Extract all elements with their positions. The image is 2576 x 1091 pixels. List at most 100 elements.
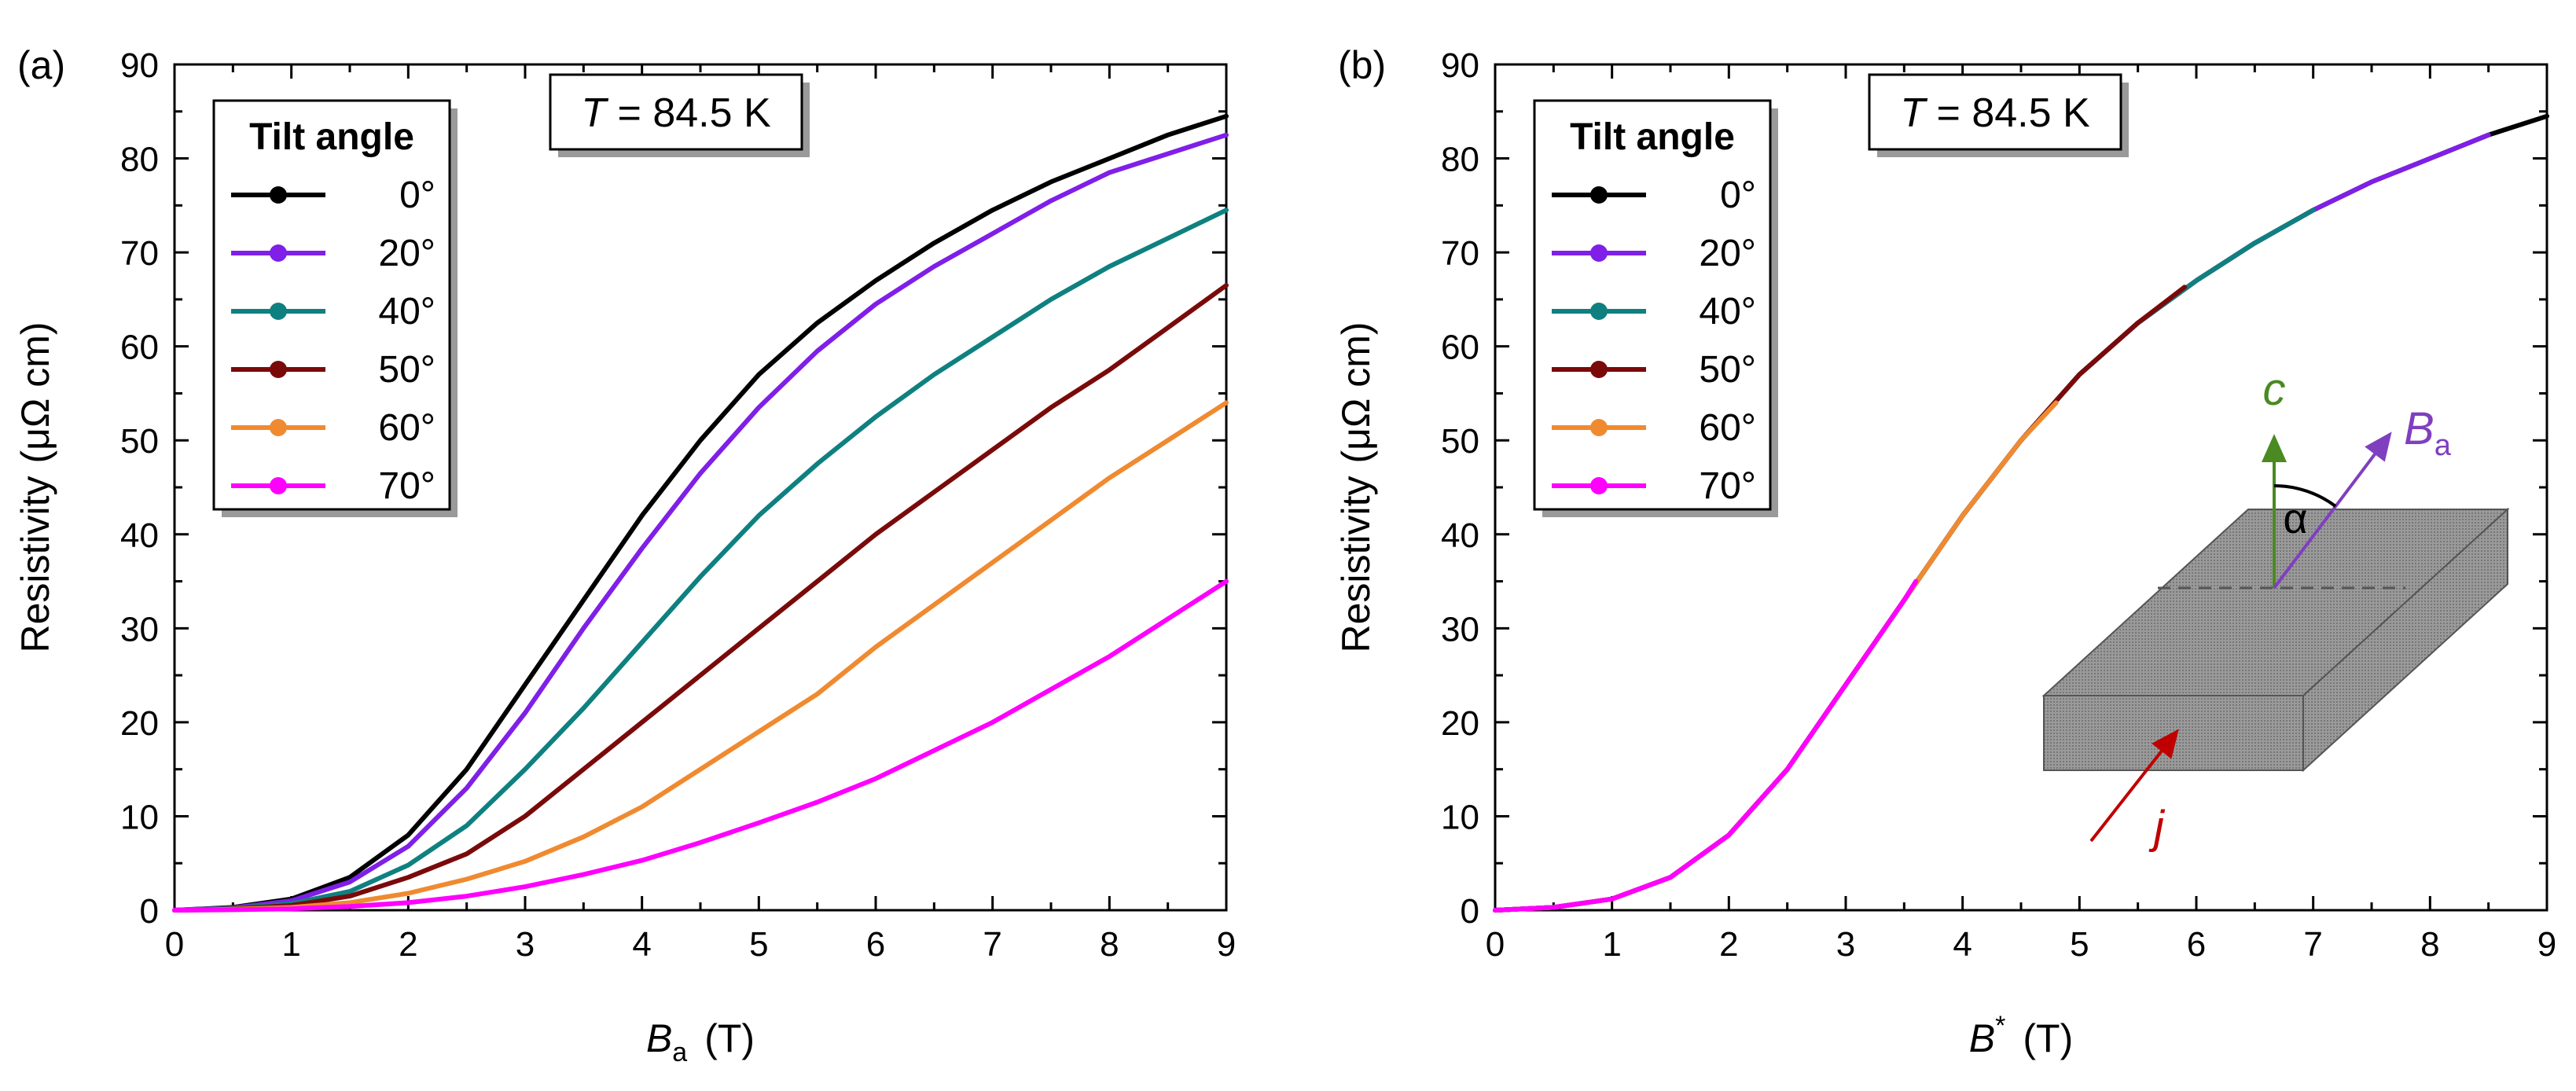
y-tick-label: 90 [120,46,159,85]
legend-marker-3 [1590,361,1608,378]
x-tick-label: 4 [1953,925,1972,964]
y-tick-label: 20 [1441,704,1479,743]
legend-label-3: 50° [378,349,435,391]
field-symbol: B [2404,403,2435,454]
series-line-1 [172,132,1229,913]
x-axis-label: Ba (T) [646,1016,755,1067]
y-tick-label: 40 [120,516,159,555]
series-line-2 [172,208,1229,913]
y-tick-label: 30 [1441,610,1479,648]
temperature-symbol: T [1900,90,1927,136]
legend-label-2: 40° [378,291,435,332]
x-tick-label: 4 [632,925,651,964]
geometry-inset: c Ba α j [2041,364,2510,853]
y-tick-label: 70 [1441,234,1479,273]
legend-marker-5 [270,477,287,494]
legend-title: Tilt angle [1570,116,1735,158]
legend-marker-4 [1590,419,1608,436]
y-tick-label: 80 [120,141,159,179]
x-tick-label: 0 [165,925,184,964]
y-axis-label: Resistivity (μΩ cm) [1334,321,1378,652]
field-subscript: a [2435,429,2452,462]
x-tick-label: 7 [2303,925,2322,964]
x-tick-label: 1 [281,925,300,964]
x-tick-label: 3 [516,925,535,964]
x-axis-subscript: a [672,1038,687,1067]
legend-title: Tilt angle [249,116,414,158]
legend-marker-3 [270,361,287,378]
y-axis-unit: (μΩ cm) [13,321,57,463]
x-axis-superscript: * [1995,1011,2005,1041]
legend-label-0: 0° [399,174,435,216]
field-label: Ba [2404,403,2452,462]
temperature-value: = 84.5 K [1925,90,2090,136]
x-tick-label: 8 [1100,925,1119,964]
field-arrow [2273,432,2392,590]
temperature-value: = 84.5 K [606,90,771,136]
x-axis-unit: (T) [2023,1016,2073,1060]
x-tick-label: 9 [2537,925,2556,964]
y-tick-label: 10 [120,798,159,836]
y-tick-label: 0 [1461,892,1479,931]
legend-marker-0 [270,186,287,204]
x-tick-label: 6 [2187,925,2206,964]
x-tick-label: 0 [1486,925,1505,964]
y-axis-unit: (μΩ cm) [1334,321,1378,463]
x-axis-label: B* (T) [1969,1011,2073,1060]
temperature-annotation: T = 84.5 K [581,90,771,136]
legend-box [212,99,451,511]
x-tick-label: 3 [1836,925,1855,964]
y-tick-label: 60 [1441,329,1479,367]
panel-label: (a) [17,43,65,87]
y-tick-label: 70 [120,234,159,273]
x-tick-label: 5 [2070,925,2089,964]
legend-label-0: 0° [1720,174,1756,216]
alpha-arc [2273,484,2337,508]
x-tick-label: 6 [866,925,885,964]
series-line-5 [172,579,1229,913]
temperature-box [549,73,803,151]
x-axis-symbol: B [646,1016,672,1060]
current-label: j [2148,802,2166,853]
legend-box [1533,99,1772,511]
y-axis-label: Resistivity (μΩ cm) [13,321,57,652]
legend-label-4: 60° [1699,407,1756,449]
x-axis-unit: (T) [704,1016,755,1060]
series-line-5 [1493,579,1919,913]
y-tick-label: 40 [1441,516,1479,555]
x-tick-label: 7 [983,925,1001,964]
legend-marker-4 [270,419,287,436]
alpha-label: α [2283,495,2307,542]
x-axis-symbol: B [1969,1016,1995,1060]
x-tick-label: 2 [1719,925,1738,964]
temperature-symbol: T [581,90,608,136]
legend-label-5: 70° [378,465,435,507]
y-tick-label: 0 [140,892,159,931]
y-tick-label: 50 [1441,422,1479,461]
x-tick-label: 9 [1217,925,1236,964]
y-axis-name: Resistivity [1334,476,1378,653]
legend-marker-1 [270,244,287,262]
y-tick-label: 20 [120,704,159,743]
x-tick-label: 2 [399,925,417,964]
y-tick-label: 80 [1441,141,1479,179]
legend-label-4: 60° [378,407,435,449]
series-line-3 [172,283,1229,913]
legend-label-1: 20° [378,233,435,274]
legend-marker-2 [1590,303,1608,320]
series-line-0 [172,113,1229,913]
legend-marker-0 [1590,186,1608,204]
sample-front-face [2043,695,2304,771]
panel-label: (b) [1338,43,1386,87]
temperature-annotation: T = 84.5 K [1900,90,2090,136]
legend-marker-2 [270,303,287,320]
legend-marker-5 [1590,477,1608,494]
legend-label-5: 70° [1699,465,1756,507]
temperature-box [1868,73,2122,151]
legend-label-2: 40° [1699,291,1756,332]
y-tick-label: 90 [1441,46,1479,85]
series-line-4 [172,400,1229,913]
